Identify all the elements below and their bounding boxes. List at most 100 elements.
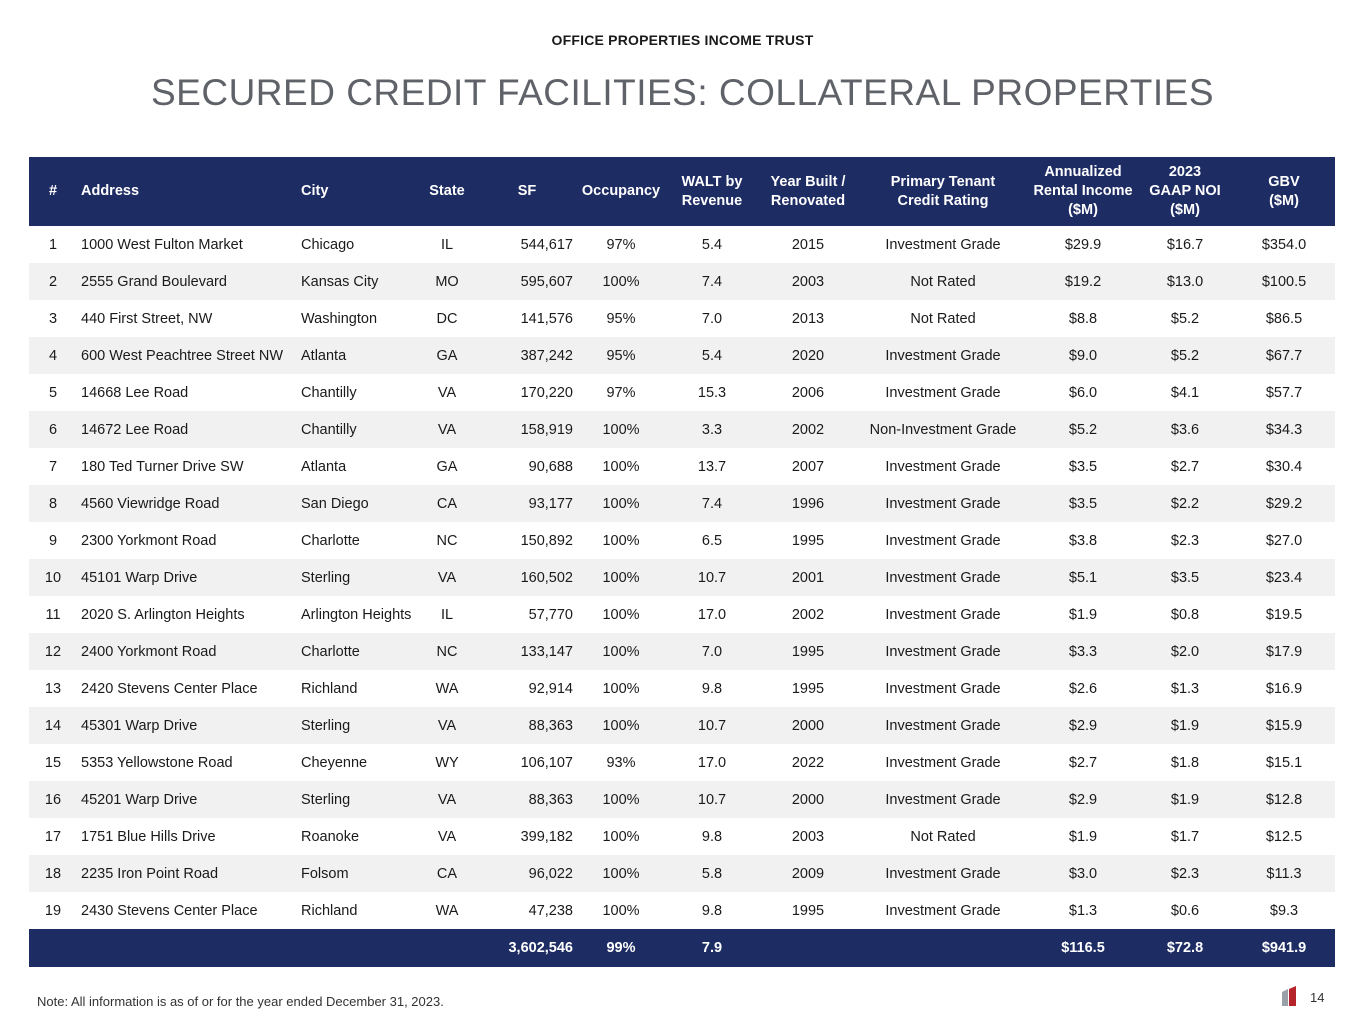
cell-occupancy: 100% (602, 902, 640, 919)
cell-rental-income: $1.9 (1068, 828, 1098, 845)
cell-noi: $2.3 (1170, 532, 1200, 549)
cell-noi: $1.9 (1170, 791, 1200, 808)
cell-noi: $0.8 (1170, 606, 1200, 623)
cell-rental-income: $29.9 (1064, 236, 1102, 253)
column-header-line: WALT by (681, 173, 743, 190)
cell-walt: 10.7 (697, 791, 727, 808)
cell-address: 14672 Lee Road (81, 421, 189, 438)
cell-rental-income: $9.0 (1068, 347, 1098, 364)
cell-year-built: 1995 (791, 532, 825, 549)
cell-occupancy: 100% (602, 458, 640, 475)
cell-city: Chicago (301, 236, 355, 253)
cell-walt: 13.7 (697, 458, 727, 475)
cell-city: Sterling (301, 569, 351, 586)
cell-walt: 3.3 (701, 421, 723, 438)
cell-city: Folsom (301, 865, 349, 882)
cell-occupancy: 97% (606, 384, 636, 401)
total-gbv: $941.9 (1261, 940, 1307, 956)
cell-rental-income: $1.9 (1068, 606, 1098, 623)
cell-credit-rating: Investment Grade (885, 236, 1001, 253)
cell-occupancy: 93% (606, 754, 636, 771)
cell-address: 600 West Peachtree Street NW (81, 347, 284, 364)
cell-address: 14668 Lee Road (81, 384, 189, 401)
cell-year-built: 2003 (791, 273, 825, 290)
column-header-line: SF (517, 183, 537, 199)
cell-credit-rating: Investment Grade (885, 606, 1001, 623)
cell-occupancy: 100% (602, 532, 640, 549)
cell-credit-rating: Investment Grade (885, 865, 1001, 882)
cell-gbv: $23.4 (1265, 569, 1303, 586)
cell-number: 11 (45, 606, 61, 623)
cell-number: 3 (48, 310, 58, 327)
column-header: 2023 GAAP NOI ($M) (1137, 157, 1233, 226)
table-row: 4 600 West Peachtree Street NW Atlanta GA 38… (29, 337, 1335, 374)
cell-noi: $0.6 (1170, 902, 1200, 919)
cell-address: 2420 Stevens Center Place (81, 680, 258, 697)
cell-state: GA (436, 347, 458, 364)
cell-occupancy: 95% (606, 347, 636, 364)
cell-number: 8 (48, 495, 58, 512)
column-header-line: Year Built / (770, 173, 846, 190)
cell-address: 1751 Blue Hills Drive (81, 828, 216, 845)
cell-walt: 5.4 (701, 236, 723, 253)
cell-state: GA (436, 458, 458, 475)
cell-occupancy: 100% (602, 828, 640, 845)
cell-rental-income: $1.3 (1068, 902, 1098, 919)
cell-gbv: $29.2 (1265, 495, 1303, 512)
column-header-line: ($M) (1269, 192, 1299, 209)
column-header: SF (477, 157, 577, 226)
cell-occupancy: 100% (602, 273, 640, 290)
cell-occupancy: 100% (602, 643, 640, 660)
cell-year-built: 2002 (791, 421, 825, 438)
cell-walt: 5.8 (701, 865, 723, 882)
totals-blank (29, 929, 477, 967)
cell-address: 2400 Yorkmont Road (81, 643, 217, 660)
cell-noi: $13.0 (1166, 273, 1204, 290)
column-header-line: City (301, 183, 329, 199)
cell-noi: $5.2 (1170, 347, 1200, 364)
cell-occupancy: 100% (602, 680, 640, 697)
cell-sf: 106,107 (520, 754, 573, 771)
cell-noi: $2.2 (1170, 495, 1200, 512)
cell-noi: $4.1 (1170, 384, 1200, 401)
cell-gbv: $67.7 (1265, 347, 1303, 364)
collateral-properties-table: # Address City State SF Occupancy WALT by Reven… (29, 157, 1335, 967)
cell-address: 2430 Stevens Center Place (81, 902, 258, 919)
cell-rental-income: $2.7 (1068, 754, 1098, 771)
cell-rental-income: $2.6 (1068, 680, 1098, 697)
cell-address: 5353 Yellowstone Road (81, 754, 233, 771)
cell-state: VA (437, 384, 457, 401)
cell-rental-income: $3.5 (1068, 458, 1098, 475)
cell-noi: $1.3 (1170, 680, 1200, 697)
cell-gbv: $15.9 (1265, 717, 1303, 734)
table-row: 12 2400 Yorkmont Road Charlotte NC 133,147 10… (29, 633, 1335, 670)
cell-gbv: $100.5 (1261, 273, 1307, 290)
table-row: 2 2555 Grand Boulevard Kansas City MO 595,60… (29, 263, 1335, 300)
cell-state: VA (437, 717, 457, 734)
cell-number: 17 (44, 828, 62, 845)
cell-city: Washington (301, 310, 378, 327)
cell-number: 1 (48, 236, 58, 253)
cell-sf: 93,177 (528, 495, 573, 512)
cell-gbv: $27.0 (1265, 532, 1303, 549)
cell-year-built: 1996 (791, 495, 825, 512)
total-rental-income: $116.5 (1061, 940, 1105, 956)
cell-state: IL (440, 606, 454, 623)
cell-sf: 399,182 (520, 828, 573, 845)
cell-number: 7 (48, 458, 58, 475)
cell-city: Charlotte (301, 643, 360, 660)
cell-gbv: $15.1 (1265, 754, 1303, 771)
column-header: Occupancy (577, 157, 665, 226)
cell-occupancy: 95% (606, 310, 636, 327)
cell-year-built: 2007 (791, 458, 825, 475)
cell-address: 4560 Viewridge Road (81, 495, 220, 512)
cell-address: 45301 Warp Drive (81, 717, 198, 734)
cell-credit-rating: Investment Grade (885, 347, 1001, 364)
cell-credit-rating: Investment Grade (885, 458, 1001, 475)
table-row: 10 45101 Warp Drive Sterling VA 160,502 100% 1… (29, 559, 1335, 596)
cell-address: 440 First Street, NW (81, 310, 213, 327)
cell-credit-rating: Not Rated (910, 273, 976, 290)
cell-walt: 9.8 (701, 902, 723, 919)
table-row: 3 440 First Street, NW Washington DC 141,576… (29, 300, 1335, 337)
cell-credit-rating: Investment Grade (885, 532, 1001, 549)
